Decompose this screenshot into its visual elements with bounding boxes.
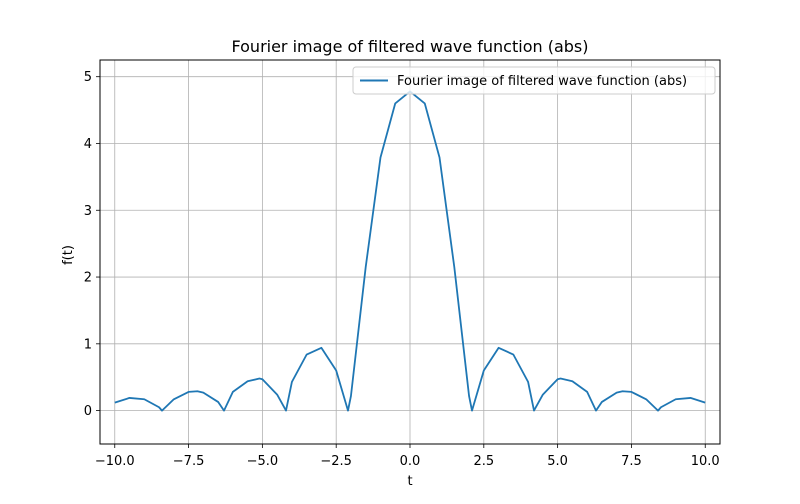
chart-title: Fourier image of filtered wave function … — [232, 37, 589, 56]
y-tick-label: 0 — [84, 404, 92, 419]
y-tick-label: 1 — [84, 337, 92, 352]
grid-layer — [100, 60, 720, 444]
x-tick-label: −5.0 — [247, 454, 279, 469]
legend-label: Fourier image of filtered wave function … — [397, 74, 687, 89]
x-tick-label: 5.0 — [547, 454, 568, 469]
y-tick-label: 3 — [84, 204, 92, 219]
x-tick-label: 0.0 — [400, 454, 421, 469]
x-tick-label: 2.5 — [473, 454, 494, 469]
y-tick-label: 2 — [84, 271, 92, 286]
x-tick-label: 10.0 — [691, 454, 720, 469]
x-tick-label: −2.5 — [320, 454, 352, 469]
y-tick-label: 4 — [84, 137, 92, 152]
x-tick-label: −7.5 — [173, 454, 205, 469]
y-axis-label: f(t) — [61, 245, 76, 265]
x-axis-label: t — [407, 474, 412, 489]
x-tick-label: 7.5 — [621, 454, 642, 469]
x-tick-label: −10.0 — [95, 454, 135, 469]
legend: Fourier image of filtered wave function … — [352, 66, 716, 95]
y-tick-label: 5 — [84, 70, 92, 85]
tick-layer: −10.0 −7.5 −5.0 −2.5 0.0 2.5 5.0 7.5 10.0 0 1 2 3 4 5 — [84, 70, 720, 469]
legend-box — [352, 66, 716, 95]
